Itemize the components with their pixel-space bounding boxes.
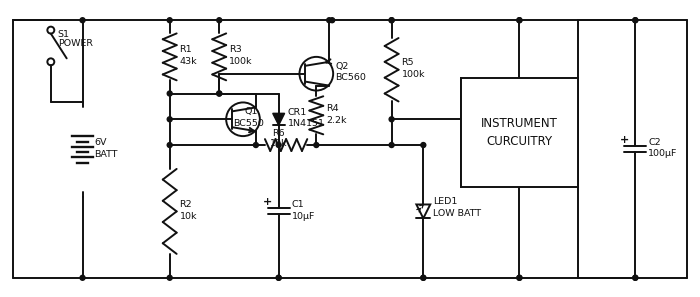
- Text: C2: C2: [648, 138, 661, 146]
- Circle shape: [276, 275, 281, 280]
- Circle shape: [633, 275, 638, 280]
- Text: 100μF: 100μF: [648, 149, 678, 158]
- Circle shape: [517, 18, 522, 23]
- Text: Q2: Q2: [335, 62, 349, 71]
- Text: R2: R2: [180, 200, 193, 209]
- Circle shape: [389, 18, 394, 23]
- Circle shape: [80, 18, 85, 23]
- Text: BC560: BC560: [335, 73, 366, 82]
- Text: C1: C1: [292, 200, 304, 209]
- Text: POWER: POWER: [58, 40, 93, 48]
- Text: +: +: [262, 198, 272, 208]
- Polygon shape: [273, 113, 285, 125]
- Circle shape: [517, 275, 522, 280]
- Circle shape: [276, 275, 281, 280]
- Circle shape: [167, 117, 172, 122]
- Text: R5: R5: [402, 58, 414, 67]
- Text: 10k: 10k: [180, 212, 197, 221]
- Text: 10k: 10k: [270, 139, 287, 148]
- Text: 6V: 6V: [94, 138, 107, 147]
- Circle shape: [167, 18, 172, 23]
- Circle shape: [330, 18, 335, 23]
- Circle shape: [389, 117, 394, 122]
- Text: 100k: 100k: [229, 57, 253, 66]
- Circle shape: [421, 275, 426, 280]
- Circle shape: [217, 91, 222, 96]
- Circle shape: [167, 91, 172, 96]
- Circle shape: [217, 91, 222, 96]
- Text: 100k: 100k: [402, 70, 425, 79]
- Circle shape: [517, 18, 522, 23]
- Text: CURCUITRY: CURCUITRY: [486, 135, 552, 148]
- Text: BATT: BATT: [94, 150, 118, 159]
- Circle shape: [217, 18, 222, 23]
- Circle shape: [633, 18, 638, 23]
- Text: LOW BATT: LOW BATT: [433, 209, 482, 218]
- Circle shape: [167, 275, 172, 280]
- Circle shape: [389, 143, 394, 148]
- Circle shape: [517, 275, 522, 280]
- Circle shape: [389, 18, 394, 23]
- Text: CR1: CR1: [288, 108, 307, 117]
- Circle shape: [633, 275, 638, 280]
- Text: BC550: BC550: [233, 119, 264, 128]
- Text: 1N4151: 1N4151: [288, 119, 325, 128]
- Circle shape: [253, 143, 258, 148]
- Text: S1: S1: [58, 30, 70, 39]
- Circle shape: [167, 143, 172, 148]
- Text: R6: R6: [272, 129, 284, 138]
- Circle shape: [421, 275, 426, 280]
- Text: R1: R1: [180, 45, 193, 54]
- Text: 10μF: 10μF: [292, 212, 315, 221]
- Text: 43k: 43k: [180, 57, 197, 66]
- Circle shape: [327, 18, 332, 23]
- Text: +: +: [620, 135, 629, 145]
- Circle shape: [80, 275, 85, 280]
- Circle shape: [421, 143, 426, 148]
- Text: R3: R3: [229, 45, 242, 54]
- Text: LED1: LED1: [433, 197, 458, 206]
- Text: Q1: Q1: [245, 107, 258, 116]
- Circle shape: [633, 18, 638, 23]
- Circle shape: [314, 143, 318, 148]
- Text: INSTRUMENT: INSTRUMENT: [481, 117, 558, 130]
- Circle shape: [276, 143, 281, 148]
- Text: 2.2k: 2.2k: [326, 116, 346, 125]
- Text: R4: R4: [326, 104, 339, 113]
- Bar: [461, 78, 578, 187]
